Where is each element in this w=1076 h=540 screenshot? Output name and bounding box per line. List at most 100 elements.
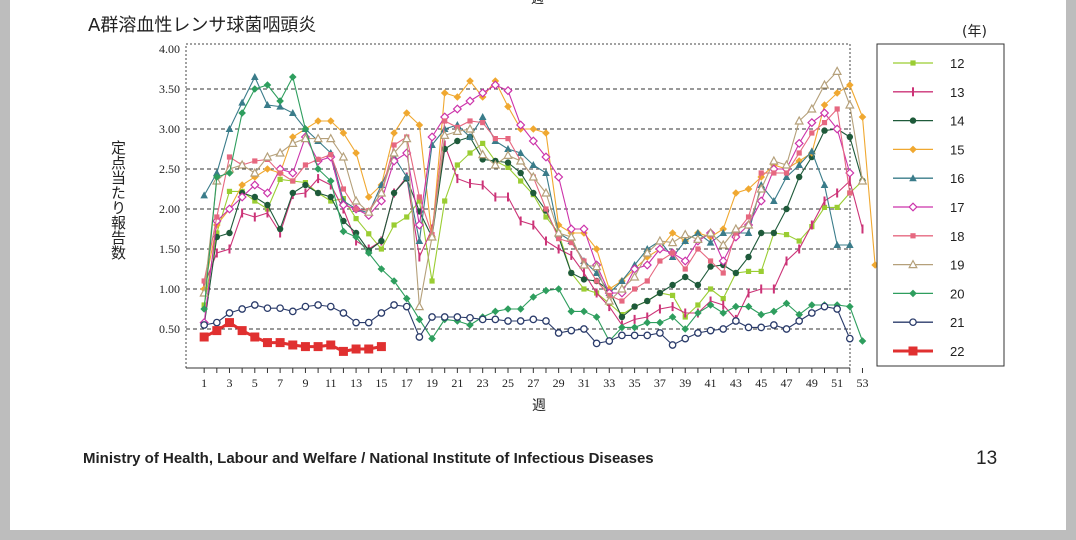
data-point-15 — [390, 129, 398, 137]
legend-label: 12 — [950, 56, 964, 71]
data-point-12 — [467, 150, 473, 156]
y-tick-label: 2.00 — [159, 202, 180, 216]
data-point-16 — [263, 101, 272, 108]
data-point-15 — [466, 77, 474, 85]
data-point-21 — [314, 301, 322, 309]
data-point-21 — [770, 321, 778, 329]
data-point-15 — [314, 117, 322, 125]
x-tick-label: 7 — [277, 376, 283, 390]
x-tick-label: 11 — [325, 376, 337, 390]
legend-item-18: 18 — [893, 229, 964, 244]
data-point-17 — [452, 104, 463, 114]
data-point-21 — [820, 302, 829, 311]
data-point-19 — [794, 115, 804, 125]
legend-box — [876, 43, 1005, 367]
data-point-21 — [415, 333, 424, 341]
data-point-18 — [505, 136, 511, 142]
data-point-20 — [364, 249, 373, 257]
data-point-18 — [783, 170, 790, 176]
data-point-17 — [756, 196, 766, 206]
data-point-16 — [694, 229, 702, 236]
data-point-19 — [655, 235, 665, 245]
data-point-19 — [439, 130, 450, 139]
data-point-15 — [871, 261, 879, 269]
x-tick-label: 39 — [679, 376, 691, 390]
data-point-21 — [238, 305, 246, 313]
data-point-17 — [224, 204, 235, 214]
x-tick-label: 43 — [730, 376, 742, 390]
data-point-18 — [353, 206, 359, 212]
data-point-12 — [277, 176, 283, 182]
data-point-19 — [515, 155, 526, 165]
data-point-14 — [580, 276, 588, 283]
data-point-15 — [288, 133, 297, 141]
data-point-17 — [655, 244, 665, 254]
data-point-21 — [504, 317, 512, 325]
data-point-19 — [591, 261, 602, 271]
data-point-15 — [744, 185, 753, 193]
data-point-20 — [326, 177, 335, 185]
data-point-12 — [505, 164, 511, 170]
data-point-20 — [643, 318, 652, 327]
data-point-17 — [288, 168, 298, 178]
data-point-20 — [276, 97, 284, 105]
data-point-21 — [592, 339, 601, 348]
data-point-16 — [238, 98, 246, 106]
legend-item-22: 22 — [893, 344, 964, 359]
data-point-20 — [491, 307, 500, 316]
data-point-20 — [238, 109, 246, 117]
data-point-18 — [644, 278, 650, 284]
x-tick-label: 31 — [578, 376, 590, 390]
legend-label: 16 — [950, 171, 964, 186]
data-point-19 — [325, 133, 336, 143]
data-point-12 — [518, 178, 524, 184]
data-point-19 — [705, 227, 716, 237]
data-point-19 — [566, 231, 577, 241]
legend-swatch-marker — [908, 346, 918, 356]
data-point-15 — [643, 253, 652, 261]
data-point-18 — [594, 278, 600, 284]
data-point-18 — [758, 170, 764, 176]
legend-label: 22 — [950, 344, 964, 359]
data-point-22 — [250, 332, 260, 342]
data-point-21 — [288, 307, 297, 316]
y-axis-label: 定点当たり報告数 — [109, 140, 127, 260]
x-tick-label: 21 — [451, 376, 463, 390]
data-point-14 — [340, 217, 347, 225]
data-point-16 — [415, 237, 424, 244]
data-point-22 — [288, 340, 298, 350]
data-point-12 — [720, 296, 726, 302]
data-point-19 — [617, 283, 627, 293]
data-point-20 — [415, 315, 424, 324]
data-point-20 — [795, 310, 803, 319]
data-point-21 — [364, 318, 373, 327]
data-point-20 — [846, 302, 854, 311]
data-point-16 — [808, 147, 816, 155]
data-point-20 — [592, 313, 601, 321]
data-point-19 — [338, 151, 349, 161]
data-point-21 — [567, 326, 576, 335]
data-point-16 — [592, 269, 601, 276]
data-point-14 — [846, 133, 854, 141]
data-point-19 — [731, 223, 741, 233]
data-point-12 — [416, 198, 422, 204]
data-point-12 — [353, 216, 359, 222]
data-point-20 — [770, 307, 778, 316]
data-point-12 — [378, 246, 384, 252]
legend-item-17: 17 — [893, 200, 964, 215]
data-point-17 — [516, 120, 526, 130]
data-point-21 — [377, 309, 386, 317]
data-point-15 — [453, 93, 462, 101]
x-tick-label: 19 — [426, 376, 438, 390]
data-point-17 — [237, 192, 247, 202]
x-tick-label: 29 — [553, 376, 565, 390]
data-point-21 — [453, 313, 462, 321]
legend-item-21: 21 — [893, 315, 964, 330]
data-point-19 — [528, 171, 539, 181]
data-point-18 — [809, 130, 815, 136]
data-point-19 — [262, 151, 273, 161]
data-point-12 — [442, 198, 448, 204]
data-point-21 — [428, 313, 436, 321]
data-point-17 — [845, 168, 855, 178]
data-point-16 — [478, 113, 487, 120]
